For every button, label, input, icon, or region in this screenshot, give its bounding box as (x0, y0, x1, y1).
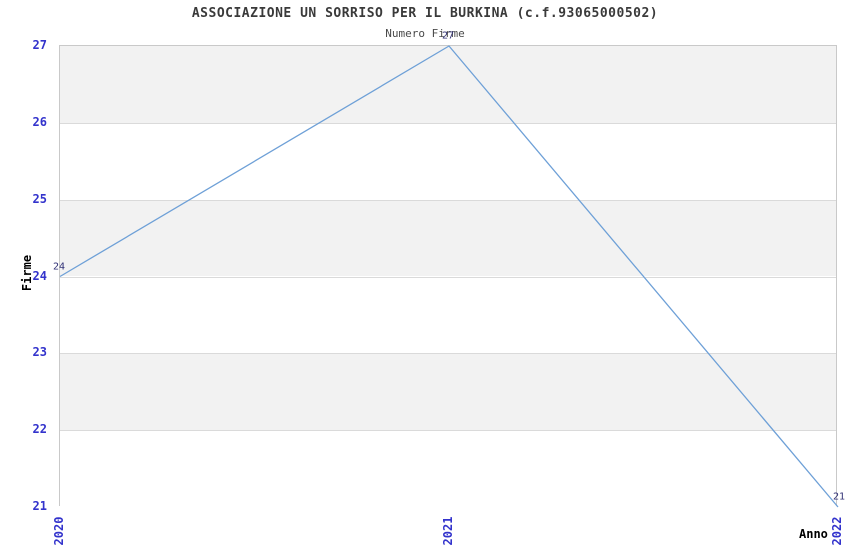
plot-band (60, 276, 836, 354)
plot-band (60, 199, 836, 277)
y-tick-label: 23 (32, 345, 47, 360)
y-tick-label: 24 (32, 268, 47, 283)
gridline-y (60, 353, 836, 355)
data-point-label: 24 (52, 261, 66, 272)
x-axis-title: Anno (799, 527, 828, 541)
y-tick-label: 27 (32, 38, 47, 52)
y-tick-label: 22 (32, 422, 47, 437)
plot-band (60, 430, 836, 507)
line-series-path (59, 45, 839, 508)
x-tick-label: 2021 (441, 516, 455, 546)
chart-title: ASSOCIAZIONE UN SORRISO PER IL BURKINA (… (191, 6, 659, 21)
gridline-y (60, 199, 836, 201)
gridline-y (60, 276, 836, 278)
data-point-label: 21 (832, 491, 846, 503)
chart-subtitle: Numero Firme (385, 27, 465, 40)
y-tick-label: 26 (32, 114, 47, 129)
y-tick-label: 25 (32, 191, 47, 206)
plot-area (59, 45, 839, 508)
x-tick-label: 2022 (830, 516, 844, 546)
x-tick-label: 2020 (52, 516, 66, 546)
plot-band (60, 46, 836, 123)
plot-band (60, 122, 836, 200)
gridline-y (60, 430, 836, 432)
gridline-y (60, 122, 836, 124)
line-series (59, 45, 839, 508)
y-tick-label: 21 (32, 499, 47, 513)
data-point-label: 27 (441, 30, 455, 42)
plot-band (60, 353, 836, 431)
y-axis-title: Firme (20, 254, 34, 291)
